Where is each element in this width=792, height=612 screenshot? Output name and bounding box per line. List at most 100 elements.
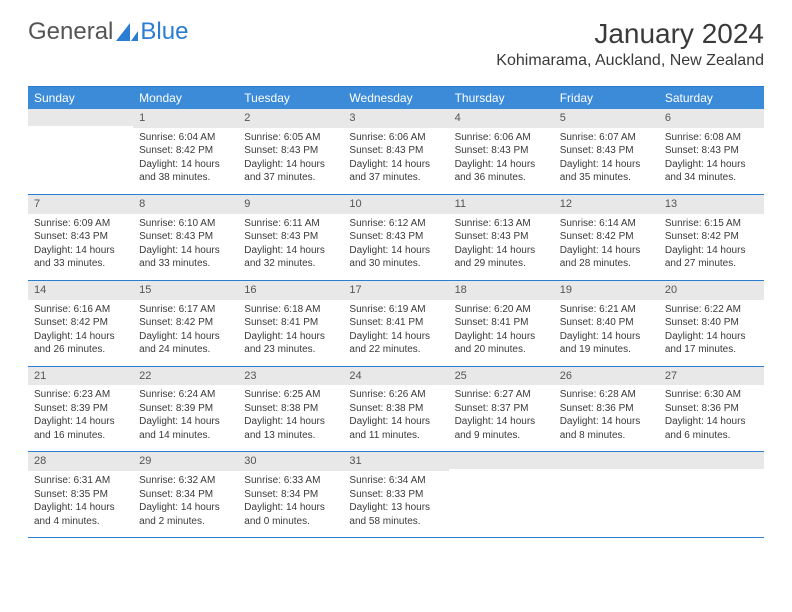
day-detail: Sunrise: 6:21 AMSunset: 8:40 PMDaylight:… [554,300,659,366]
day-number: 11 [449,195,554,214]
sunset-line: Sunset: 8:42 PM [139,316,232,330]
calendar-cell: 2Sunrise: 6:05 AMSunset: 8:43 PMDaylight… [238,109,343,194]
day-number: 28 [28,452,133,471]
day-number: 5 [554,109,659,128]
calendar-cell-empty [659,452,764,537]
sunset-line: Sunset: 8:43 PM [139,230,232,244]
daylight-line: Daylight: 14 hours and 37 minutes. [349,158,442,185]
sunrise-line: Sunrise: 6:22 AM [665,303,758,317]
weekday-header-row: SundayMondayTuesdayWednesdayThursdayFrid… [28,87,764,109]
sunrise-line: Sunrise: 6:08 AM [665,131,758,145]
daylight-line: Daylight: 14 hours and 13 minutes. [244,415,337,442]
day-number: 21 [28,367,133,386]
day-number: 8 [133,195,238,214]
daylight-line: Daylight: 14 hours and 26 minutes. [34,330,127,357]
daylight-line: Daylight: 14 hours and 30 minutes. [349,244,442,271]
calendar-cell: 18Sunrise: 6:20 AMSunset: 8:41 PMDayligh… [449,281,554,366]
day-number: 1 [133,109,238,128]
daylight-line: Daylight: 14 hours and 17 minutes. [665,330,758,357]
calendar-cell: 11Sunrise: 6:13 AMSunset: 8:43 PMDayligh… [449,195,554,280]
day-number: 31 [343,452,448,471]
sunrise-line: Sunrise: 6:13 AM [455,217,548,231]
sunrise-line: Sunrise: 6:16 AM [34,303,127,317]
sunrise-line: Sunrise: 6:30 AM [665,388,758,402]
daylight-line: Daylight: 14 hours and 37 minutes. [244,158,337,185]
calendar-cell: 9Sunrise: 6:11 AMSunset: 8:43 PMDaylight… [238,195,343,280]
calendar-cell: 16Sunrise: 6:18 AMSunset: 8:41 PMDayligh… [238,281,343,366]
day-number: 26 [554,367,659,386]
daylight-line: Daylight: 14 hours and 35 minutes. [560,158,653,185]
sunrise-line: Sunrise: 6:31 AM [34,474,127,488]
sunset-line: Sunset: 8:43 PM [560,144,653,158]
sunrise-line: Sunrise: 6:10 AM [139,217,232,231]
sunset-line: Sunset: 8:41 PM [455,316,548,330]
day-detail: Sunrise: 6:09 AMSunset: 8:43 PMDaylight:… [28,214,133,280]
daylight-line: Daylight: 14 hours and 32 minutes. [244,244,337,271]
sunset-line: Sunset: 8:34 PM [139,488,232,502]
daylight-line: Daylight: 14 hours and 0 minutes. [244,501,337,528]
sunset-line: Sunset: 8:43 PM [455,144,548,158]
calendar-cell: 19Sunrise: 6:21 AMSunset: 8:40 PMDayligh… [554,281,659,366]
daylight-line: Daylight: 14 hours and 11 minutes. [349,415,442,442]
sunset-line: Sunset: 8:38 PM [244,402,337,416]
day-number: 10 [343,195,448,214]
sunset-line: Sunset: 8:43 PM [665,144,758,158]
calendar-cell: 6Sunrise: 6:08 AMSunset: 8:43 PMDaylight… [659,109,764,194]
day-number: 22 [133,367,238,386]
calendar-cell: 21Sunrise: 6:23 AMSunset: 8:39 PMDayligh… [28,367,133,452]
calendar-cell: 4Sunrise: 6:06 AMSunset: 8:43 PMDaylight… [449,109,554,194]
page-title: January 2024 [496,18,764,50]
day-detail: Sunrise: 6:32 AMSunset: 8:34 PMDaylight:… [133,471,238,537]
sunrise-line: Sunrise: 6:26 AM [349,388,442,402]
daylight-line: Daylight: 14 hours and 36 minutes. [455,158,548,185]
daylight-line: Daylight: 14 hours and 4 minutes. [34,501,127,528]
sunrise-line: Sunrise: 6:24 AM [139,388,232,402]
day-detail: Sunrise: 6:08 AMSunset: 8:43 PMDaylight:… [659,128,764,194]
sunset-line: Sunset: 8:43 PM [244,144,337,158]
day-number [449,452,554,469]
day-number: 4 [449,109,554,128]
title-block: January 2024 Kohimarama, Auckland, New Z… [496,18,764,70]
day-number: 3 [343,109,448,128]
day-number: 13 [659,195,764,214]
day-number: 25 [449,367,554,386]
day-detail: Sunrise: 6:17 AMSunset: 8:42 PMDaylight:… [133,300,238,366]
calendar-cell: 22Sunrise: 6:24 AMSunset: 8:39 PMDayligh… [133,367,238,452]
day-detail: Sunrise: 6:30 AMSunset: 8:36 PMDaylight:… [659,385,764,451]
daylight-line: Daylight: 14 hours and 2 minutes. [139,501,232,528]
sunrise-line: Sunrise: 6:27 AM [455,388,548,402]
calendar-cell: 24Sunrise: 6:26 AMSunset: 8:38 PMDayligh… [343,367,448,452]
day-detail: Sunrise: 6:10 AMSunset: 8:43 PMDaylight:… [133,214,238,280]
calendar-cell: 13Sunrise: 6:15 AMSunset: 8:42 PMDayligh… [659,195,764,280]
calendar-cell-empty [554,452,659,537]
day-detail: Sunrise: 6:22 AMSunset: 8:40 PMDaylight:… [659,300,764,366]
day-detail: Sunrise: 6:05 AMSunset: 8:43 PMDaylight:… [238,128,343,194]
calendar-cell-empty [28,109,133,194]
sunrise-line: Sunrise: 6:06 AM [455,131,548,145]
sunrise-line: Sunrise: 6:05 AM [244,131,337,145]
day-number: 2 [238,109,343,128]
sunset-line: Sunset: 8:42 PM [139,144,232,158]
sunrise-line: Sunrise: 6:17 AM [139,303,232,317]
sunset-line: Sunset: 8:41 PM [349,316,442,330]
sunrise-line: Sunrise: 6:19 AM [349,303,442,317]
calendar-cell: 17Sunrise: 6:19 AMSunset: 8:41 PMDayligh… [343,281,448,366]
sunrise-line: Sunrise: 6:09 AM [34,217,127,231]
logo-sail-icon [116,23,138,41]
day-number [554,452,659,469]
day-detail: Sunrise: 6:28 AMSunset: 8:36 PMDaylight:… [554,385,659,451]
sunrise-line: Sunrise: 6:32 AM [139,474,232,488]
day-detail: Sunrise: 6:13 AMSunset: 8:43 PMDaylight:… [449,214,554,280]
sunset-line: Sunset: 8:43 PM [349,144,442,158]
day-number: 19 [554,281,659,300]
sunrise-line: Sunrise: 6:33 AM [244,474,337,488]
day-number: 27 [659,367,764,386]
daylight-line: Daylight: 14 hours and 22 minutes. [349,330,442,357]
daylight-line: Daylight: 14 hours and 24 minutes. [139,330,232,357]
sunrise-line: Sunrise: 6:15 AM [665,217,758,231]
calendar-cell: 10Sunrise: 6:12 AMSunset: 8:43 PMDayligh… [343,195,448,280]
sunrise-line: Sunrise: 6:20 AM [455,303,548,317]
day-detail: Sunrise: 6:06 AMSunset: 8:43 PMDaylight:… [449,128,554,194]
day-detail: Sunrise: 6:11 AMSunset: 8:43 PMDaylight:… [238,214,343,280]
daylight-line: Daylight: 14 hours and 16 minutes. [34,415,127,442]
